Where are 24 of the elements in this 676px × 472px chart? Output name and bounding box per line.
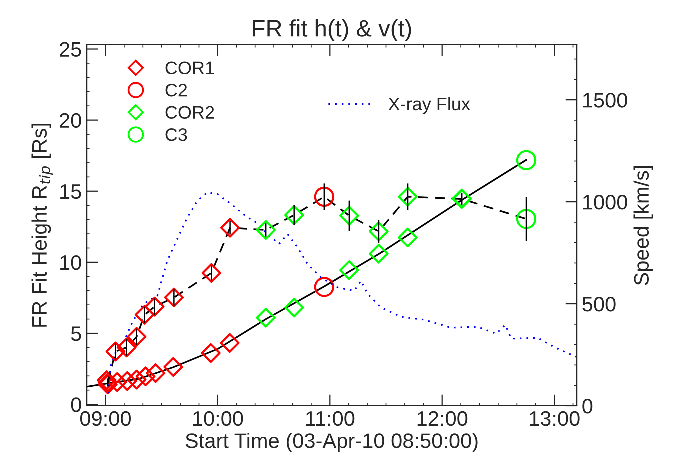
y-tick-label: 0: [71, 398, 82, 412]
y-tick-label: 15: [60, 184, 82, 200]
x-tick-label: 11:00: [306, 411, 355, 426]
x-tick-label: 10:00: [193, 411, 244, 426]
y-tick-label: 5: [71, 326, 82, 342]
y-axis-title: FR Fit Height R$_{tip}$ [Rs]: [32, 124, 54, 327]
y2-tick-label: 500: [582, 297, 616, 312]
x-axis-title: Start Time (03-Apr-10 08:50:00): [186, 433, 478, 452]
y2-tick-label: 1500: [583, 93, 628, 108]
x-tick-label: 09:00: [80, 411, 131, 426]
y-tick-label: 10: [60, 255, 82, 270]
x-tick-label: 13:00: [530, 411, 580, 426]
y2-tick-label: 0: [582, 399, 593, 414]
legend-label: X-ray Flux: [388, 97, 470, 114]
y2-axis-title: Speed [km/s]: [634, 166, 654, 286]
legend-label: COR2: [166, 106, 214, 120]
legend-label: C2: [166, 84, 188, 97]
legend-label: C3: [166, 128, 188, 142]
chart-title: FR fit h(t) & v(t): [253, 20, 412, 42]
y-tick-label: 25: [60, 42, 82, 58]
x-tick-label: 12:00: [418, 411, 468, 426]
legend-label: COR1: [166, 62, 214, 75]
y-tick-label: 20: [60, 113, 82, 128]
y2-tick-label: 1000: [583, 195, 628, 210]
